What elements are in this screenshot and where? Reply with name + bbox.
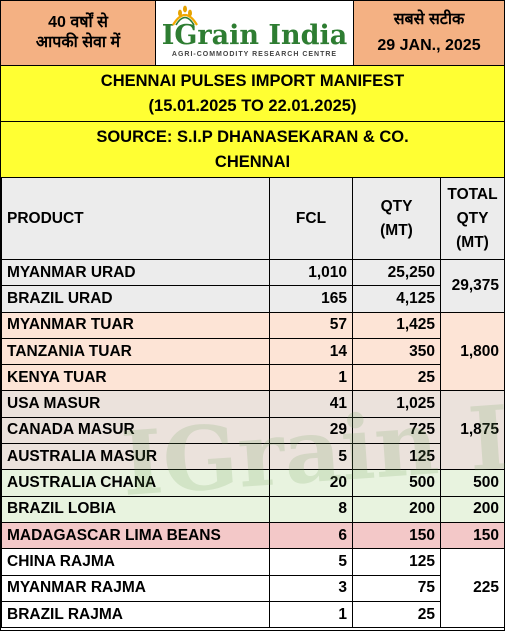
product-cell: MYANMAR RAJMA [1,574,270,602]
table-row: TANZANIA TUAR 14 350 [1,337,505,366]
total-chana-cell: 500 [440,469,505,497]
qty-cell: 200 [352,495,441,523]
fcl-cell: 3 [269,574,353,602]
table-header-row: PRODUCT FCL QTY (MT) TOTAL QTY (MT) [1,177,505,260]
qty-cell: 1,025 [352,390,441,418]
fcl-cell: 20 [269,469,353,497]
header-band: 40 वर्षों से आपकी सेवा में IGrain India … [1,1,504,65]
header-accuracy-label: सबसे सटीक [393,11,465,28]
qty-cell: 25 [352,364,441,392]
fcl-cell: 1,010 [269,258,353,287]
header-total-qty-label: QTY [456,209,489,227]
qty-cell: 125 [352,548,441,576]
header-left-box: 40 वर्षों से आपकी सेवा में [1,1,156,65]
qty-cell: 25,250 [352,258,441,287]
title-band: CHENNAI PULSES IMPORT MANIFEST (15.01.20… [1,65,504,121]
product-cell: MYANMAR TUAR [1,311,270,339]
product-cell: MYANMAR URAD [1,258,270,287]
header-total-label: TOTAL [447,185,498,203]
qty-cell: 4,125 [352,285,441,313]
fcl-cell: 6 [269,521,353,550]
qty-cell: 725 [352,416,441,445]
fcl-cell: 165 [269,285,353,313]
table-row: BRAZIL URAD 165 4,125 [1,285,505,313]
total-tuar-cell: 1,800 [440,311,505,392]
qty-cell: 150 [352,521,441,550]
header-qty-label: QTY [380,197,413,215]
total-masur-cell: 1,875 [440,390,505,471]
product-cell: BRAZIL URAD [1,285,270,313]
header-qty: QTY (MT) [352,177,441,260]
table-row: USA MASUR 41 1,025 1,875 [1,390,505,471]
header-qty-unit: (MT) [380,221,413,239]
header-fcl: FCL [269,177,353,260]
product-cell: TANZANIA TUAR [1,337,270,366]
total-lima-cell: 150 [440,521,505,550]
logo-text: IGrain India [161,20,348,51]
import-manifest-table: PRODUCT FCL QTY (MT) TOTAL QTY (MT) MYAN… [1,177,505,629]
product-cell: MADAGASCAR LIMA BEANS [1,521,270,550]
table-row: MYANMAR TUAR 57 1,425 1,800 [1,311,505,392]
source-name: SOURCE: S.I.P DHANASEKARAN & CO. [96,128,409,146]
header-total-qty: TOTAL QTY (MT) [440,177,505,260]
header-right-box: सबसे सटीक 29 JAN., 2025 [354,1,504,65]
header-tagline-1: 40 वर्षों से [48,14,108,31]
product-cell: BRAZIL LOBIA [1,495,270,523]
product-cell: AUSTRALIA MASUR [1,443,270,471]
header-total-unit: (MT) [456,233,489,251]
product-cell: BRAZIL RAJMA [1,600,270,629]
qty-cell: 125 [352,443,441,471]
header-date: 29 JAN., 2025 [377,37,481,54]
qty-cell: 1,425 [352,311,441,339]
total-urad-cell: 29,375 [440,259,505,313]
table-row: CANADA MASUR 29 725 [1,416,505,445]
fcl-cell: 1 [269,600,353,629]
table-row: AUSTRALIA MASUR 5 125 [1,443,505,471]
report-title: CHENNAI PULSES IMPORT MANIFEST [100,72,405,90]
fcl-cell: 5 [269,443,353,471]
total-rajma-cell: 225 [440,548,505,629]
fcl-cell: 14 [269,337,353,366]
total-lobia-cell: 200 [440,495,505,523]
table-row: KENYA TUAR 1 25 [1,364,505,392]
qty-cell: 25 [352,600,441,629]
product-cell: USA MASUR [1,390,270,418]
source-city: CHENNAI [214,153,291,171]
report-period: (15.01.2025 TO 22.01.2025) [148,97,357,115]
product-cell: KENYA TUAR [1,364,270,392]
fcl-cell: 57 [269,311,353,339]
table-row: MADAGASCAR LIMA BEANS 6 150 150 [1,521,505,550]
fcl-cell: 5 [269,548,353,576]
table-row: CHINA RAJMA 5 125 225 [1,548,505,629]
qty-cell: 500 [352,469,441,497]
table-row: MYANMAR URAD 1,010 25,250 29,375 [1,258,505,313]
source-band: SOURCE: S.I.P DHANASEKARAN & CO. CHENNAI [1,121,504,177]
header-tagline-2: आपकी सेवा में [35,34,121,51]
wheat-globe-icon [172,5,198,26]
table-row: MYANMAR RAJMA 3 75 [1,574,505,602]
logo-tagline: AGRI-COMMODITY RESEARCH CENTRE [171,51,338,58]
logo-box: IGrain India AGRI-COMMODITY RESEARCH CEN… [156,1,354,65]
qty-cell: 350 [352,337,441,366]
fcl-cell: 29 [269,416,353,445]
fcl-cell: 1 [269,364,353,392]
header-product: PRODUCT [1,177,270,260]
fcl-cell: 41 [269,390,353,418]
product-cell: CANADA MASUR [1,416,270,445]
qty-cell: 75 [352,574,441,602]
product-cell: CHINA RAJMA [1,548,270,576]
table-row: BRAZIL RAJMA 1 25 [1,600,505,629]
product-cell: AUSTRALIA CHANA [1,469,270,497]
fcl-cell: 8 [269,495,353,523]
table-row: BRAZIL LOBIA 8 200 200 [1,495,505,523]
table-row: AUSTRALIA CHANA 20 500 500 [1,469,505,497]
